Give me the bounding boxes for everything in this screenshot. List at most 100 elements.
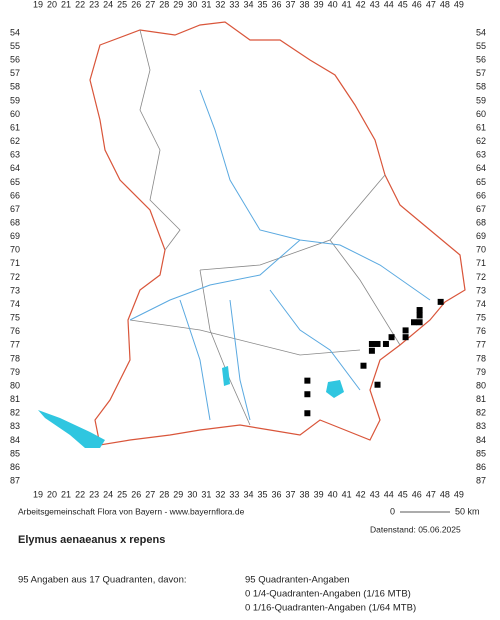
row-label: 71 (10, 258, 20, 268)
column-label: 39 (314, 489, 324, 499)
column-label: 20 (47, 489, 57, 499)
row-label: 56 (476, 55, 486, 65)
row-label: 77 (476, 340, 486, 350)
row-label: 80 (10, 380, 20, 390)
column-label: 36 (272, 489, 282, 499)
row-label: 84 (10, 435, 20, 445)
row-label: 77 (10, 340, 20, 350)
row-label: 59 (10, 95, 20, 105)
column-label: 38 (300, 489, 310, 499)
occurrence-square (304, 391, 311, 398)
river (129, 89, 431, 421)
row-label: 58 (476, 82, 486, 92)
row-label: 83 (10, 421, 20, 431)
column-label: 29 (173, 489, 183, 499)
column-label: 35 (257, 0, 267, 9)
row-label: 76 (10, 326, 20, 336)
occurrence-square (411, 319, 418, 326)
row-label: 83 (476, 421, 486, 431)
occurrence-square (382, 340, 389, 347)
column-label: 44 (384, 0, 394, 9)
row-label: 67 (476, 204, 486, 214)
column-label: 25 (117, 0, 127, 9)
row-label: 81 (10, 394, 20, 404)
column-label: 30 (187, 0, 197, 9)
row-label: 54 (10, 27, 20, 37)
column-label: 47 (426, 489, 436, 499)
column-label: 43 (370, 489, 380, 499)
column-label: 21 (61, 489, 71, 499)
row-label: 60 (10, 109, 20, 119)
column-label: 40 (328, 0, 338, 9)
date: Datenstand: 05.06.2025 (370, 524, 461, 534)
row-label: 78 (476, 353, 486, 363)
row-label: 59 (476, 95, 486, 105)
row-label: 73 (476, 285, 486, 295)
column-label: 49 (454, 0, 464, 9)
row-label: 82 (10, 408, 20, 418)
row-label: 86 (10, 462, 20, 472)
occurrence-square (304, 410, 311, 417)
row-label: 65 (476, 177, 486, 187)
row-label: 73 (10, 285, 20, 295)
column-label: 36 (272, 0, 282, 9)
column-label: 35 (257, 489, 267, 499)
row-label: 75 (476, 313, 486, 323)
column-label: 38 (300, 0, 310, 9)
lake (38, 410, 105, 448)
column-label: 41 (342, 0, 352, 9)
column-label: 23 (89, 489, 99, 499)
column-label: 34 (243, 489, 253, 499)
column-label: 49 (454, 489, 464, 499)
column-label: 27 (145, 0, 155, 9)
column-label: 43 (370, 0, 380, 9)
row-label: 64 (476, 163, 486, 173)
column-label: 40 (328, 489, 338, 499)
column-label: 30 (187, 489, 197, 499)
row-label: 62 (476, 136, 486, 146)
lake (326, 380, 344, 398)
row-label: 81 (476, 394, 486, 404)
credit: Arbeitsgemeinschaft Flora von Bayern - w… (18, 506, 245, 516)
row-label: 85 (476, 448, 486, 458)
row-label: 76 (476, 326, 486, 336)
occurrence-square (416, 307, 423, 314)
row-label: 71 (476, 258, 486, 268)
row-label: 84 (476, 435, 486, 445)
row-label: 63 (476, 150, 486, 160)
row-label: 75 (10, 313, 20, 323)
column-label: 22 (75, 0, 85, 9)
column-label: 21 (61, 0, 71, 9)
row-label: 61 (10, 122, 20, 132)
row-label: 82 (476, 408, 486, 418)
occurrence-square (304, 377, 311, 384)
occurrence-square (368, 340, 375, 347)
row-label: 70 (10, 245, 20, 255)
row-label: 74 (476, 299, 486, 309)
column-label: 33 (229, 0, 239, 9)
scale-end: 50 km (455, 506, 480, 516)
row-label: 64 (10, 163, 20, 173)
occurrence-square (374, 381, 381, 388)
row-label: 56 (10, 55, 20, 65)
column-label: 26 (131, 0, 141, 9)
row-label: 69 (10, 231, 20, 241)
bavaria-border (89, 21, 466, 446)
column-label: 44 (384, 489, 394, 499)
row-label: 86 (476, 462, 486, 472)
column-label: 48 (440, 0, 450, 9)
row-label: 78 (10, 353, 20, 363)
column-label: 31 (201, 489, 211, 499)
row-label: 66 (10, 190, 20, 200)
column-label: 25 (117, 489, 127, 499)
row-label: 72 (476, 272, 486, 282)
row-label: 54 (476, 27, 486, 37)
column-label: 48 (440, 489, 450, 499)
column-label: 33 (229, 489, 239, 499)
row-label: 57 (476, 68, 486, 78)
scale-start: 0 (390, 506, 395, 516)
occurrence-square (368, 347, 375, 354)
occurrence-square (360, 362, 367, 369)
column-label: 27 (145, 489, 155, 499)
column-label: 32 (215, 0, 225, 9)
